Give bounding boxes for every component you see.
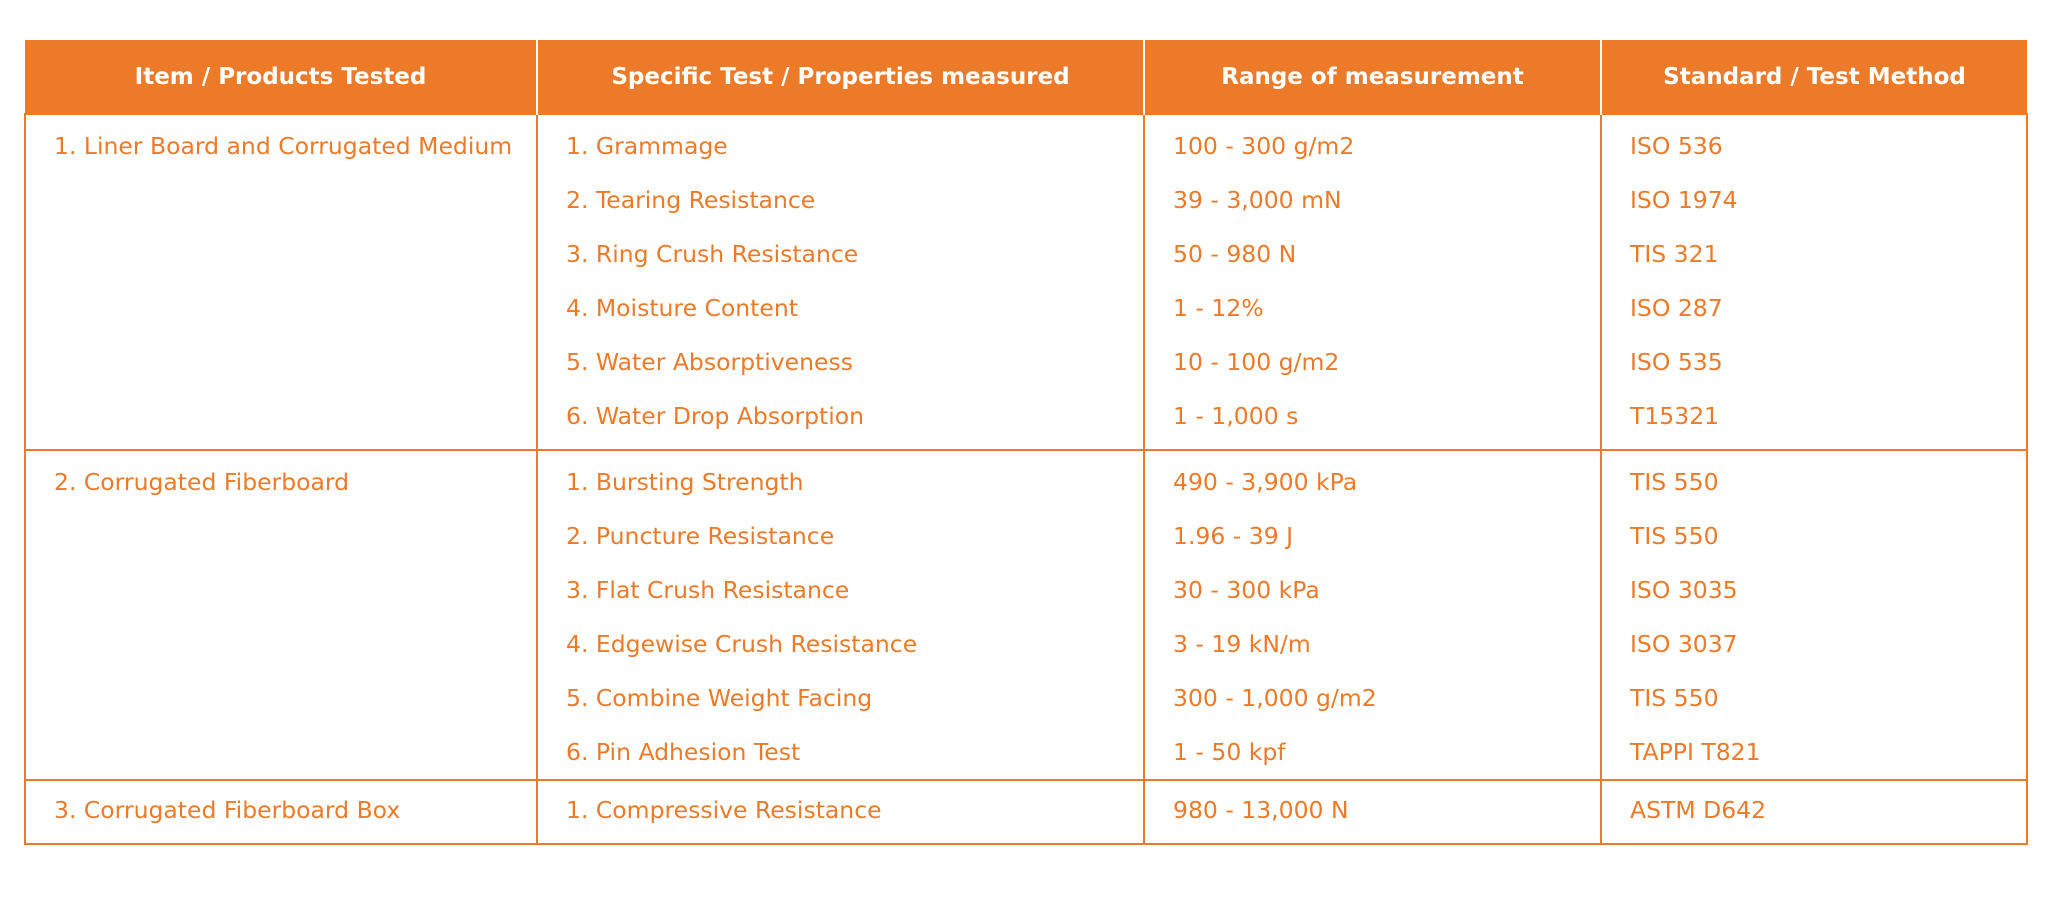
test-label: 3. Flat Crush Resistance [566,576,850,604]
standard-value: ISO 3035 [1630,576,1738,604]
range-value: 980 - 13,000 N [1173,796,1349,824]
table-header: Item / Products Tested Specific Test / P… [25,40,2027,114]
item-cell: 2. Corrugated Fiberboard [24,449,538,781]
item-label: 1. Liner Board and Corrugated Medium [54,132,513,160]
test-label: 3. Ring Crush Resistance [566,240,859,268]
test-label: 1. Grammage [566,132,728,160]
range-value: 1 - 12% [1173,294,1264,322]
standard-value: TAPPI T821 [1630,738,1761,766]
standard-value: ISO 535 [1630,348,1723,376]
table-row-corrugated-fiberboard: 2. Corrugated Fiberboard 1. Bursting Str… [24,449,2028,781]
range-value: 39 - 3,000 mN [1173,186,1342,214]
standard-value: ISO 287 [1630,294,1723,322]
item-label: 3. Corrugated Fiberboard Box [54,796,401,824]
test-label: 2. Puncture Resistance [566,522,835,550]
header-item: Item / Products Tested [25,40,537,114]
standards-cell: ASTM D642 [1600,779,2028,845]
range-value: 50 - 980 N [1173,240,1297,268]
test-label: 1. Bursting Strength [566,468,804,496]
test-label: 6. Pin Adhesion Test [566,738,801,766]
tests-cell: 1. Bursting Strength 2. Puncture Resista… [536,449,1145,781]
standard-value: ISO 3037 [1630,630,1738,658]
header-test: Specific Test / Properties measured [536,40,1144,114]
standard-value: TIS 550 [1630,468,1719,496]
range-value: 3 - 19 kN/m [1173,630,1311,658]
range-value: 10 - 100 g/m2 [1173,348,1340,376]
standard-value: ISO 1974 [1630,186,1738,214]
range-value: 30 - 300 kPa [1173,576,1320,604]
test-label: 4. Edgewise Crush Resistance [566,630,918,658]
header-row: Item / Products Tested Specific Test / P… [25,40,2027,114]
standard-value: TIS 321 [1630,240,1719,268]
item-cell: 3. Corrugated Fiberboard Box [24,779,538,845]
item-label: 2. Corrugated Fiberboard [54,468,350,496]
standards-cell: ISO 536 ISO 1974 TIS 321 ISO 287 ISO 535… [1600,113,2028,451]
test-label: 5. Combine Weight Facing [566,684,873,712]
test-label: 2. Tearing Resistance [566,186,816,214]
range-value: 1 - 1,000 s [1173,402,1299,430]
table-row-corrugated-box: 3. Corrugated Fiberboard Box 1. Compress… [24,779,2028,845]
range-value: 1.96 - 39 J [1173,522,1294,550]
ranges-cell: 100 - 300 g/m2 39 - 3,000 mN 50 - 980 N … [1143,113,1602,451]
tests-cell: 1. Compressive Resistance [536,779,1145,845]
range-value: 1 - 50 kpf [1173,738,1286,766]
ranges-cell: 980 - 13,000 N [1143,779,1602,845]
standard-value: ASTM D642 [1630,796,1767,824]
standard-value: ISO 536 [1630,132,1723,160]
header-range: Range of measurement [1143,40,1601,114]
standard-value: TIS 550 [1630,684,1719,712]
tests-cell: 1. Grammage 2. Tearing Resistance 3. Rin… [536,113,1145,451]
test-label: 5. Water Absorptiveness [566,348,853,376]
table-body: 1. Liner Board and Corrugated Medium 1. … [24,113,2028,845]
standard-value: TIS 550 [1630,522,1719,550]
ranges-cell: 490 - 3,900 kPa 1.96 - 39 J 30 - 300 kPa… [1143,449,1602,781]
test-methods-table: Item / Products Tested Specific Test / P… [24,40,2028,845]
test-label: 1. Compressive Resistance [566,796,882,824]
standards-cell: TIS 550 TIS 550 ISO 3035 ISO 3037 TIS 55… [1600,449,2028,781]
range-value: 490 - 3,900 kPa [1173,468,1358,496]
test-label: 4. Moisture Content [566,294,798,322]
item-cell: 1. Liner Board and Corrugated Medium [24,113,538,451]
test-label: 6. Water Drop Absorption [566,402,865,430]
table-row-liner-board: 1. Liner Board and Corrugated Medium 1. … [24,113,2028,451]
range-value: 300 - 1,000 g/m2 [1173,684,1377,712]
standard-value: T15321 [1630,402,1720,430]
header-standard: Standard / Test Method [1600,40,2027,114]
range-value: 100 - 300 g/m2 [1173,132,1355,160]
